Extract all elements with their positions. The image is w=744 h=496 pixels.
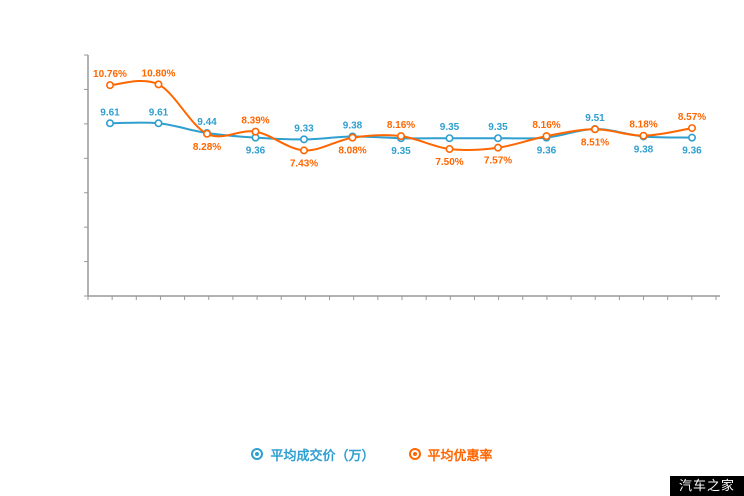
svg-text:9.36: 9.36 (246, 146, 266, 157)
svg-text:7.43%: 7.43% (290, 158, 318, 169)
svg-text:10.76%: 10.76% (93, 69, 127, 80)
chart-container: 9.61 9.61 9.44 9.36 9.33 9.38 9.35 9.35 9.35 9.36… (84, 54, 720, 300)
svg-text:9.51: 9.51 (585, 113, 605, 124)
svg-text:9.38: 9.38 (343, 120, 363, 131)
svg-text:9.44: 9.44 (197, 117, 217, 128)
watermark: 汽车之家 (669, 476, 744, 496)
svg-text:9.33: 9.33 (294, 123, 314, 134)
svg-text:8.18%: 8.18% (629, 120, 657, 131)
svg-text:9.35: 9.35 (391, 146, 411, 157)
svg-text:8.28%: 8.28% (193, 142, 221, 153)
svg-text:8.39%: 8.39% (241, 116, 269, 127)
svg-text:9.38: 9.38 (634, 144, 654, 155)
legend-item-label: 平均成交价（万） (270, 447, 375, 463)
svg-text:9.35: 9.35 (440, 122, 460, 133)
svg-text:7.50%: 7.50% (435, 157, 463, 168)
svg-text:9.61: 9.61 (149, 107, 169, 118)
svg-text:9.61: 9.61 (100, 107, 120, 118)
svg-text:8.57%: 8.57% (678, 112, 706, 123)
svg-text:9.35: 9.35 (488, 122, 508, 133)
svg-text:8.08%: 8.08% (338, 146, 366, 157)
svg-text:8.51%: 8.51% (581, 137, 609, 148)
legend-item-price[interactable]: 平均成交价（万） (251, 445, 375, 464)
discount-series-marker-icon (408, 448, 421, 460)
svg-text:10.80%: 10.80% (142, 68, 176, 79)
line-chart: 9.61 9.61 9.44 9.36 9.33 9.38 9.35 9.35 9.35 9.36… (84, 54, 720, 300)
svg-text:8.16%: 8.16% (532, 120, 560, 131)
svg-text:8.16%: 8.16% (387, 120, 415, 131)
svg-text:9.36: 9.36 (682, 146, 702, 157)
price-series-marker-icon (251, 448, 264, 460)
legend-item-discount[interactable]: 平均优惠率 (408, 445, 493, 464)
svg-text:9.36: 9.36 (537, 146, 557, 157)
legend-item-label: 平均优惠率 (427, 447, 493, 463)
svg-text:7.57%: 7.57% (484, 156, 512, 167)
legend: 平均成交价（万） 平均优惠率 (0, 442, 744, 466)
